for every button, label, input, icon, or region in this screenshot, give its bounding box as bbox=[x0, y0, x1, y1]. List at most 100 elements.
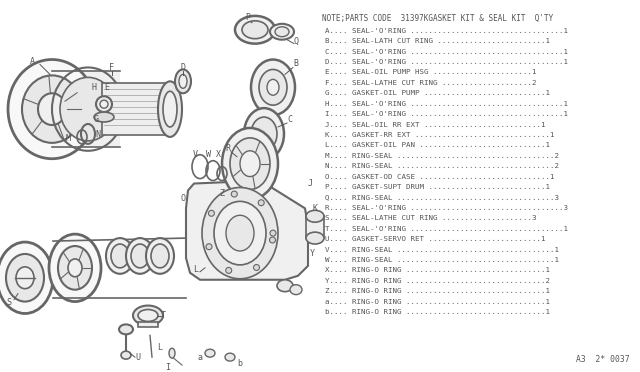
Text: F: F bbox=[109, 63, 115, 72]
Ellipse shape bbox=[205, 349, 215, 357]
Text: C.... SEAL-'O'RING ..................................1: C.... SEAL-'O'RING .....................… bbox=[325, 49, 568, 55]
Ellipse shape bbox=[240, 151, 260, 177]
Ellipse shape bbox=[258, 200, 264, 206]
Text: T.... SEAL-'O'RING ..................................1: T.... SEAL-'O'RING .....................… bbox=[325, 226, 568, 232]
Polygon shape bbox=[186, 182, 308, 280]
Text: E.... SEAL-OIL PUMP HSG ......................1: E.... SEAL-OIL PUMP HSG ................… bbox=[325, 70, 536, 76]
Ellipse shape bbox=[226, 267, 232, 273]
Text: H: H bbox=[92, 83, 97, 92]
Text: D.... SEAL-'O'RING ..................................1: D.... SEAL-'O'RING .....................… bbox=[325, 59, 568, 65]
Ellipse shape bbox=[179, 74, 187, 88]
Text: H.... SEAL-'O'RING ..................................1: H.... SEAL-'O'RING .....................… bbox=[325, 101, 568, 107]
Ellipse shape bbox=[222, 128, 278, 199]
Ellipse shape bbox=[100, 100, 108, 108]
Text: S: S bbox=[6, 298, 12, 307]
Ellipse shape bbox=[119, 324, 133, 334]
Text: b: b bbox=[237, 359, 243, 368]
Text: NOTE;PARTS CODE  31397KGASKET KIT & SEAL KIT  Q'TY: NOTE;PARTS CODE 31397KGASKET KIT & SEAL … bbox=[322, 14, 553, 23]
Text: G: G bbox=[93, 115, 99, 124]
Ellipse shape bbox=[146, 238, 174, 274]
Text: E: E bbox=[104, 83, 109, 92]
Text: C: C bbox=[287, 115, 292, 124]
Ellipse shape bbox=[49, 234, 101, 302]
Ellipse shape bbox=[8, 60, 96, 159]
Text: M: M bbox=[65, 134, 70, 143]
Text: P: P bbox=[246, 13, 250, 22]
Text: b.... RING-O RING ...............................1: b.... RING-O RING ......................… bbox=[325, 309, 550, 315]
Ellipse shape bbox=[270, 24, 294, 40]
Ellipse shape bbox=[22, 76, 82, 143]
Text: Q.... RING-SEAL ...................................3: Q.... RING-SEAL ........................… bbox=[325, 195, 559, 201]
Bar bbox=[138, 323, 158, 327]
Text: Z: Z bbox=[220, 189, 225, 198]
Ellipse shape bbox=[306, 210, 324, 222]
Ellipse shape bbox=[38, 93, 66, 125]
Ellipse shape bbox=[126, 238, 154, 274]
Ellipse shape bbox=[226, 215, 254, 251]
Ellipse shape bbox=[290, 285, 302, 295]
Ellipse shape bbox=[244, 108, 284, 160]
Ellipse shape bbox=[121, 351, 131, 359]
Ellipse shape bbox=[68, 259, 82, 277]
Text: G.... GASKET-OIL PUMP ...........................1: G.... GASKET-OIL PUMP ..................… bbox=[325, 90, 550, 96]
Text: O.... GASKET-OD CASE .............................1: O.... GASKET-OD CASE ...................… bbox=[325, 174, 554, 180]
Text: L: L bbox=[193, 265, 198, 274]
Ellipse shape bbox=[275, 27, 289, 37]
Ellipse shape bbox=[209, 210, 214, 216]
Text: M.... RING-SEAL ...................................2: M.... RING-SEAL ........................… bbox=[325, 153, 559, 159]
Text: L.... GASKET-OIL PAN ............................1: L.... GASKET-OIL PAN ...................… bbox=[325, 142, 550, 148]
Text: B.... SEAL-LATH CUT RING ........................1: B.... SEAL-LATH CUT RING ...............… bbox=[325, 38, 550, 44]
Ellipse shape bbox=[106, 238, 134, 274]
Text: B: B bbox=[294, 59, 298, 68]
Ellipse shape bbox=[214, 201, 266, 265]
Ellipse shape bbox=[202, 187, 278, 279]
Text: A.... SEAL-'O'RING ..................................1: A.... SEAL-'O'RING .....................… bbox=[325, 28, 568, 34]
Text: Y: Y bbox=[310, 250, 314, 259]
Ellipse shape bbox=[231, 191, 237, 197]
Ellipse shape bbox=[94, 112, 114, 122]
Ellipse shape bbox=[16, 267, 34, 289]
Text: A3  2* 0037: A3 2* 0037 bbox=[577, 355, 630, 364]
Text: V.... RING-SEAL ...................................1: V.... RING-SEAL ........................… bbox=[325, 247, 559, 253]
Text: X: X bbox=[216, 150, 221, 159]
Text: F.... SEAL-LATHE CUT RING ....................2: F.... SEAL-LATHE CUT RING ..............… bbox=[325, 80, 536, 86]
Text: J.... SEAL-OIL RR EXT ..........................1: J.... SEAL-OIL RR EXT ..................… bbox=[325, 122, 545, 128]
Bar bbox=[102, 83, 170, 135]
Text: P.... GASKET-SUPT DRUM ..........................1: P.... GASKET-SUPT DRUM .................… bbox=[325, 184, 550, 190]
Text: R.... SEAL-'O'RING ..................................3: R.... SEAL-'O'RING .....................… bbox=[325, 205, 568, 211]
Text: N.... RING-SEAL ...................................2: N.... RING-SEAL ........................… bbox=[325, 163, 559, 169]
Ellipse shape bbox=[235, 16, 275, 44]
Ellipse shape bbox=[175, 70, 191, 93]
Text: R: R bbox=[225, 144, 230, 153]
Ellipse shape bbox=[251, 60, 295, 115]
Text: K: K bbox=[312, 204, 317, 213]
Ellipse shape bbox=[270, 230, 276, 236]
Ellipse shape bbox=[267, 79, 279, 95]
Text: U.... GASKET-SERVO RET .........................1: U.... GASKET-SERVO RET .................… bbox=[325, 236, 545, 242]
Ellipse shape bbox=[269, 237, 275, 243]
Text: a.... RING-O RING ...............................1: a.... RING-O RING ......................… bbox=[325, 299, 550, 305]
Text: T: T bbox=[161, 311, 166, 320]
Ellipse shape bbox=[133, 305, 163, 326]
Text: Q: Q bbox=[294, 37, 298, 46]
Text: O: O bbox=[180, 194, 186, 203]
Text: W.... RING-SEAL ...................................1: W.... RING-SEAL ........................… bbox=[325, 257, 559, 263]
Text: Z.... RING-O RING ...............................1: Z.... RING-O RING ......................… bbox=[325, 288, 550, 294]
Text: I: I bbox=[166, 363, 170, 372]
Text: V: V bbox=[193, 150, 198, 159]
Ellipse shape bbox=[206, 244, 212, 250]
Ellipse shape bbox=[277, 280, 293, 292]
Bar bbox=[52, 71, 120, 147]
Ellipse shape bbox=[111, 244, 129, 268]
Text: a: a bbox=[198, 353, 202, 362]
Text: D: D bbox=[180, 63, 186, 72]
Ellipse shape bbox=[251, 117, 277, 151]
Bar bbox=[306, 216, 324, 238]
Ellipse shape bbox=[0, 242, 53, 314]
Ellipse shape bbox=[138, 310, 158, 321]
Ellipse shape bbox=[242, 21, 268, 39]
Ellipse shape bbox=[306, 232, 324, 244]
Text: U: U bbox=[136, 353, 141, 362]
Text: K.... GASKET-RR EXT ..............................1: K.... GASKET-RR EXT ....................… bbox=[325, 132, 554, 138]
Text: Y.... RING-O RING ...............................2: Y.... RING-O RING ......................… bbox=[325, 278, 550, 284]
